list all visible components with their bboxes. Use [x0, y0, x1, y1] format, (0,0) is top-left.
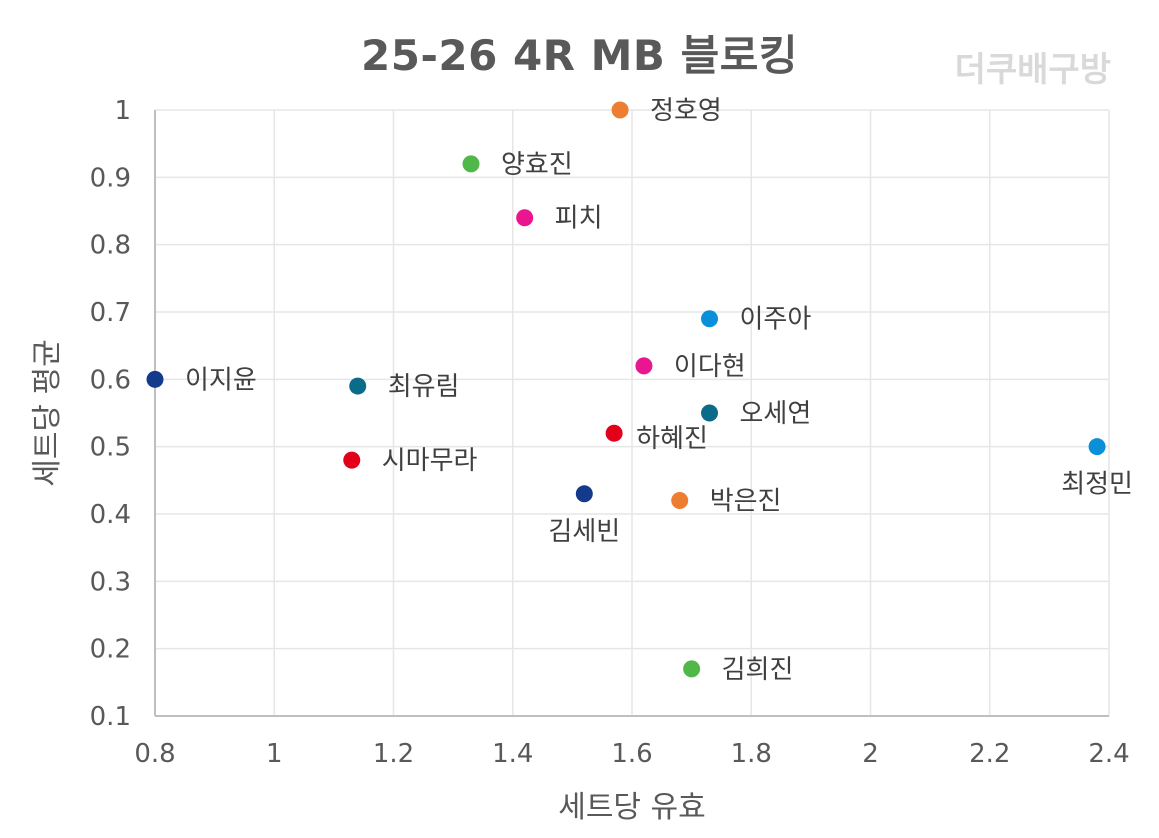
y-tick-label: 1: [114, 96, 131, 126]
data-point-label: 정호영: [650, 96, 722, 126]
data-point-label: 오세연: [740, 399, 812, 429]
y-tick-label: 0.8: [90, 231, 131, 261]
data-point-label: 박은진: [710, 487, 782, 517]
data-point: [701, 310, 719, 328]
x-tick-label: 2: [862, 739, 879, 769]
y-tick-label: 0.5: [90, 433, 131, 463]
data-point: [462, 155, 480, 173]
data-point: [516, 209, 534, 227]
data-point: [683, 660, 701, 678]
data-point: [575, 485, 593, 503]
data-point: [349, 377, 367, 395]
y-tick-label: 0.1: [90, 702, 131, 732]
x-tick-label: 2.4: [1088, 739, 1129, 769]
y-axis-label: 세트당 평균: [30, 339, 65, 487]
y-tick-label: 0.3: [90, 567, 131, 597]
grid-lines: [155, 109, 1110, 716]
y-tick-label: 0.7: [90, 298, 131, 328]
data-point-label: 최정민: [1061, 470, 1133, 500]
watermark: 더쿠배구방: [954, 50, 1111, 90]
data-point-label: 이주아: [740, 305, 812, 335]
x-tick-label: 1.4: [492, 739, 533, 769]
data-point: [146, 370, 164, 388]
data-point: [343, 451, 361, 469]
data-point-label: 이지윤: [185, 365, 257, 395]
data-point: [635, 357, 653, 375]
data-point: [1088, 438, 1106, 456]
data-point-label: 시마무라: [382, 446, 478, 476]
data-point-label: 김희진: [722, 655, 794, 685]
axes: [154, 110, 1109, 717]
data-point-label: 김세빈: [548, 517, 620, 547]
data-point: [611, 101, 629, 119]
data-point-label: 하혜진: [636, 424, 708, 454]
x-tick-label: 1: [266, 739, 283, 769]
data-point-label: 피치: [555, 204, 603, 234]
y-tick-label: 0.6: [90, 365, 131, 395]
x-axis-label: 세트당 유효: [558, 790, 706, 825]
chart-title: 25-26 4R MB 블로킹: [361, 31, 798, 80]
tick-labels: 0.8 1 1.2 1.4 1.6 1.8 2 2.2 2.4 0.1 0.2 0.3 0.4 0.5 0.…: [90, 96, 1130, 769]
data-point-label: 양효진: [501, 150, 573, 180]
x-tick-label: 1.6: [611, 739, 652, 769]
y-tick-label: 0.2: [90, 635, 131, 665]
x-tick-label: 1.2: [373, 739, 414, 769]
data-point-label: 이다현: [674, 352, 746, 382]
y-tick-label: 0.9: [90, 163, 131, 193]
x-tick-label: 1.8: [731, 739, 772, 769]
x-tick-label: 0.8: [134, 739, 175, 769]
data-point: [605, 424, 623, 442]
data-point: [701, 404, 719, 422]
x-tick-label: 2.2: [969, 739, 1010, 769]
data-point: [671, 492, 689, 510]
y-tick-label: 0.4: [90, 500, 131, 530]
data-point-label: 최유림: [388, 372, 460, 402]
